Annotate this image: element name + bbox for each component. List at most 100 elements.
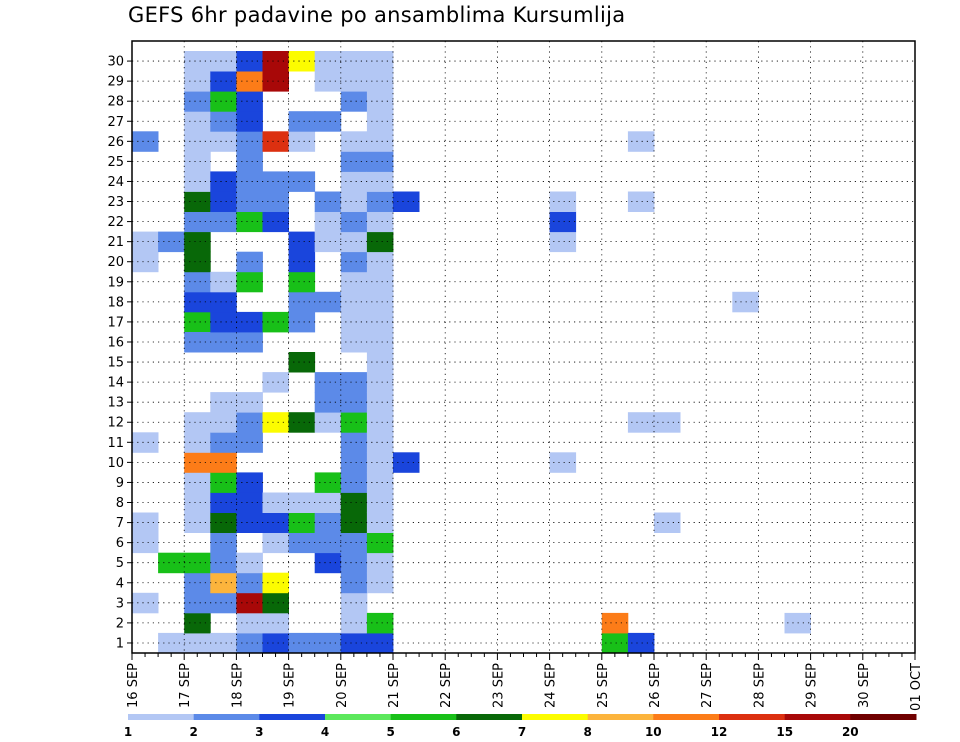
y-tick-label: 2 [116,616,124,631]
heatmap-cell [210,191,237,212]
heatmap-cell [340,452,368,473]
y-tick-label: 17 [107,315,124,330]
heatmap-cell [288,131,316,152]
x-tick-label: 23 SEP [491,663,506,708]
heatmap-cell [184,472,211,493]
colorbar-label: 12 [711,725,728,739]
heatmap-cell [366,452,394,473]
heatmap-cell [366,191,394,212]
x-axis-ticks: 16 SEP 17 SEP 18 SEP 19 SEP 20 SEP 21 SEP 22 S… [126,653,924,711]
y-tick-label: 10 [107,456,124,471]
heatmap-cell [158,632,185,654]
heatmap-cell [366,412,394,433]
heatmap-cell [210,572,237,594]
heatmap-cell [366,612,394,634]
heatmap-cell [314,412,342,433]
heatmap-cell [184,632,211,654]
heatmap-cell [314,211,342,233]
heatmap-cell [236,191,263,212]
heatmap-cell [210,512,237,533]
heatmap-cell [601,612,629,634]
heatmap-cell [340,532,368,554]
colorbar: 1 2 3 4 5 6 7 8 10 12 15 20 [124,714,917,739]
y-tick-label: 16 [107,335,124,350]
heatmap-cell [366,372,394,393]
y-tick-label: 26 [107,135,124,150]
heatmap-cell [393,191,420,212]
colorbar-label: 3 [255,725,263,739]
heatmap-cell [366,572,394,594]
heatmap-cell [184,612,211,634]
colorbar-segment [653,714,720,720]
y-tick-label: 6 [116,536,124,551]
heatmap-cell [184,412,211,433]
heatmap-cell [340,71,368,92]
heatmap-cell [366,472,394,493]
heatmap-cell [210,311,237,333]
heatmap-cell [340,171,368,192]
heatmap-cell [314,512,342,533]
heatmap-cell [366,71,394,92]
heatmap-cell [366,51,394,72]
heatmap-cell [210,131,237,152]
y-tick-label: 11 [107,436,124,451]
heatmap-cell [184,592,211,614]
heatmap-cell [236,211,263,233]
x-tick-label: 21 SEP [387,663,402,708]
heatmap-cell [288,251,316,273]
heatmap-cell [184,291,211,313]
heatmap-cell [236,572,263,594]
y-tick-label: 27 [107,115,124,130]
heatmap-cell [340,492,368,513]
heatmap-cell [288,231,316,253]
heatmap-cell [314,51,342,72]
colorbar-segment [456,714,523,720]
heatmap-cell [340,552,368,574]
heatmap-cell [288,311,316,333]
heatmap-cell [627,191,655,212]
heatmap-cell [340,271,368,293]
heatmap-cell [262,612,289,634]
x-tick-label: 28 SEP [752,663,767,708]
heatmap-cell [340,512,368,533]
heatmap-cell [366,392,394,413]
heatmap-cell [314,71,342,92]
heatmap-cell [340,311,368,333]
heatmap-cell [314,632,342,654]
heatmap-cell [262,632,289,654]
heatmap-cell [210,592,237,614]
heatmap-cell [366,432,394,453]
heatmap-cell [262,171,289,192]
heatmap-cell [262,51,289,72]
heatmap-cell [314,532,342,554]
heatmap-cell [184,71,211,92]
plot-frame [131,40,916,654]
heatmap-cell [210,71,237,92]
heatmap-cell [210,412,237,433]
heatmap-cell [158,552,185,574]
heatmap-cell [236,632,263,654]
heatmap-cells [132,51,811,654]
y-axis-ticks: 1234567891011121314151617181920212223242… [107,55,132,651]
heatmap-cell [340,291,368,313]
heatmap-cell [366,211,394,233]
heatmap-cell [132,532,159,554]
heatmap-cell [288,512,316,533]
heatmap-cell [184,332,211,353]
y-tick-label: 9 [116,476,124,491]
heatmap-cell [158,231,185,253]
heatmap-cell [262,372,289,393]
heatmap-cell [210,111,237,132]
x-tick-label: 29 SEP [805,663,820,708]
heatmap-cell [236,412,263,433]
heatmap-cell [288,291,316,313]
heatmap-cell [340,432,368,453]
heatmap-cell [210,392,237,413]
heatmap-cell [262,412,289,433]
y-tick-label: 12 [107,416,124,431]
y-tick-label: 5 [116,556,124,571]
heatmap-cell [314,392,342,413]
heatmap-cell [210,171,237,192]
heatmap-cell [210,552,237,574]
colorbar-segment [259,714,326,720]
